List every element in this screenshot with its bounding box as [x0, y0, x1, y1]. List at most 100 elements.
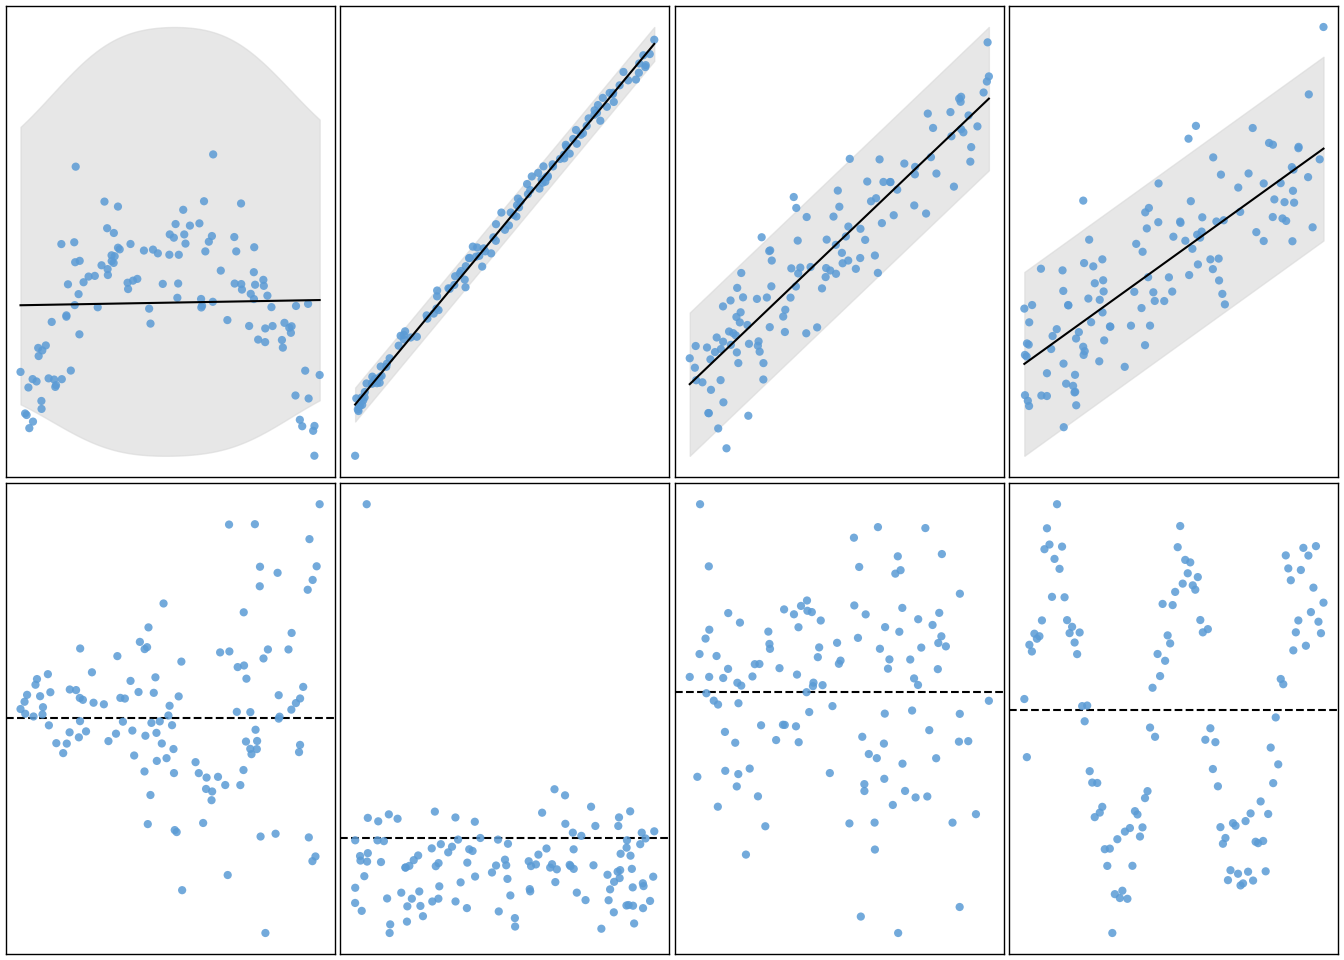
Point: [374, 833, 395, 849]
Point: [1298, 548, 1320, 564]
Point: [1153, 294, 1175, 309]
Point: [1246, 225, 1267, 240]
Point: [364, 372, 386, 387]
Point: [1034, 541, 1055, 557]
Point: [1017, 337, 1039, 352]
Point: [730, 615, 751, 631]
Point: [617, 73, 638, 88]
Point: [508, 200, 530, 215]
Point: [293, 680, 314, 695]
Point: [536, 841, 558, 856]
Point: [1285, 625, 1306, 640]
Point: [857, 746, 879, 761]
Point: [598, 893, 620, 908]
Point: [1027, 631, 1048, 646]
Point: [856, 174, 878, 189]
Point: [1031, 388, 1052, 403]
Point: [97, 221, 118, 236]
Point: [1089, 292, 1110, 307]
Point: [136, 639, 157, 655]
Point: [754, 819, 775, 834]
Point: [1019, 315, 1040, 330]
Point: [1028, 629, 1050, 644]
Point: [625, 72, 646, 87]
Point: [1179, 268, 1200, 283]
Point: [171, 654, 192, 669]
Point: [482, 229, 504, 245]
Point: [138, 301, 160, 317]
Point: [887, 925, 909, 941]
Point: [344, 880, 366, 896]
Point: [1207, 779, 1228, 794]
Point: [472, 259, 493, 275]
Point: [765, 732, 786, 748]
Point: [888, 624, 910, 639]
Point: [789, 260, 810, 276]
Point: [23, 708, 44, 724]
Point: [802, 675, 824, 690]
Point: [218, 516, 239, 532]
Point: [134, 728, 156, 743]
Point: [231, 282, 253, 298]
Point: [1242, 120, 1263, 135]
Point: [773, 602, 794, 617]
Point: [583, 103, 605, 118]
Point: [1296, 638, 1317, 654]
Point: [238, 319, 259, 334]
Point: [837, 252, 859, 268]
Point: [1094, 842, 1116, 857]
Point: [542, 158, 563, 174]
Point: [40, 314, 62, 329]
Point: [630, 825, 652, 840]
Point: [1180, 555, 1202, 570]
Point: [481, 865, 503, 880]
Point: [469, 248, 491, 263]
Point: [1258, 806, 1279, 822]
Point: [801, 605, 823, 620]
Point: [429, 878, 450, 894]
Point: [103, 226, 125, 241]
Point: [728, 315, 750, 330]
Point: [759, 641, 781, 657]
Point: [894, 156, 915, 171]
Point: [720, 293, 742, 308]
Point: [528, 180, 550, 196]
Point: [610, 846, 632, 861]
Point: [172, 882, 194, 898]
Point: [695, 631, 716, 646]
Point: [285, 299, 306, 314]
Point: [281, 702, 302, 717]
Point: [844, 598, 866, 613]
Point: [406, 329, 427, 345]
Point: [1055, 376, 1077, 392]
Point: [761, 278, 782, 294]
Point: [634, 58, 656, 73]
Point: [1044, 551, 1066, 566]
Point: [1136, 221, 1157, 236]
Point: [1309, 152, 1331, 167]
Point: [1210, 167, 1231, 182]
Point: [97, 261, 118, 276]
Point: [1262, 137, 1284, 153]
Point: [46, 735, 67, 751]
Point: [403, 852, 425, 868]
Point: [726, 309, 747, 324]
Point: [254, 334, 276, 349]
Point: [706, 648, 727, 663]
Point: [609, 78, 630, 93]
Point: [880, 175, 902, 190]
Point: [353, 869, 375, 884]
Point: [370, 854, 391, 870]
Point: [195, 781, 216, 797]
Point: [1146, 646, 1168, 661]
Point: [853, 777, 875, 792]
Point: [1298, 86, 1320, 102]
Point: [812, 280, 833, 296]
Point: [27, 340, 48, 355]
Point: [978, 69, 1000, 84]
Point: [35, 338, 56, 353]
Point: [423, 306, 445, 322]
Point: [839, 816, 860, 831]
Point: [348, 398, 370, 414]
Point: [710, 342, 731, 357]
